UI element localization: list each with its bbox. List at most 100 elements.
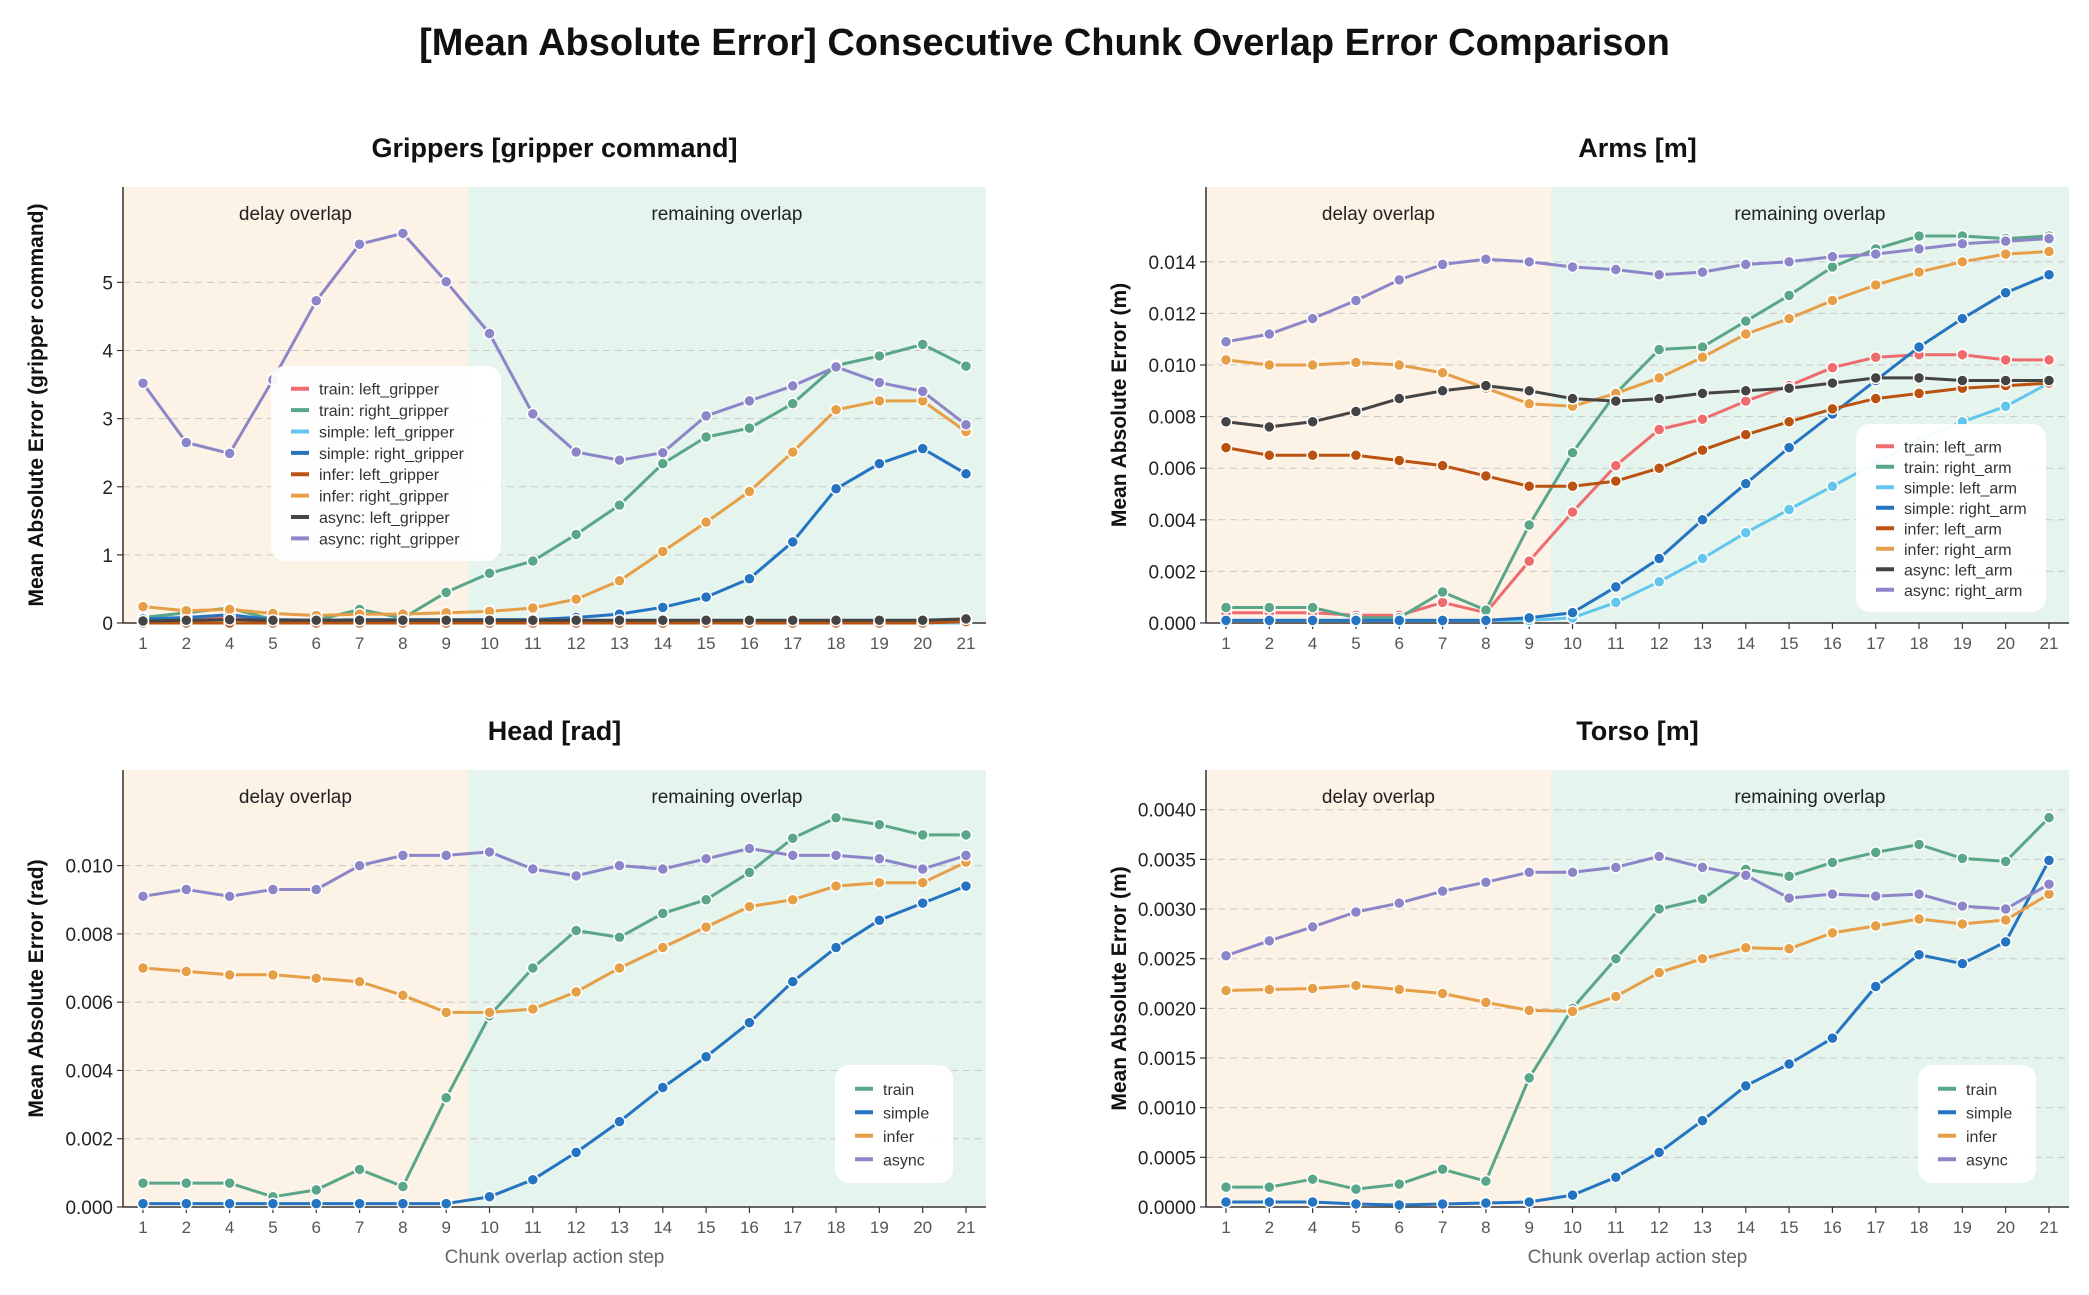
data-point (1956, 255, 1969, 269)
x-tick-label: 13 (1693, 634, 1712, 653)
data-point (1609, 861, 1623, 874)
data-point (1696, 1114, 1709, 1127)
data-point (699, 893, 713, 906)
data-point (1869, 846, 1882, 859)
x-tick-label: 7 (355, 634, 364, 653)
data-point (1219, 353, 1233, 367)
legend-entry: infer: right_arm (1904, 542, 2012, 559)
data-point (483, 845, 496, 859)
data-point (916, 614, 929, 627)
x-tick-label: 4 (1308, 1218, 1317, 1237)
chart-panel-4: delay overlap remaining overlap 0.0000 0.00… (1108, 716, 2069, 1268)
data-point (1869, 351, 1882, 364)
x-tick-label: 12 (1650, 634, 1669, 653)
x-tick-label: 11 (524, 1218, 542, 1237)
data-point (873, 913, 886, 927)
data-point (786, 535, 799, 549)
data-point (439, 586, 453, 599)
data-point (1826, 250, 1839, 263)
y-tick-label: 0.010 (1148, 356, 1196, 377)
legend-entry: infer: left_arm (1904, 521, 2002, 538)
x-tick-label: 5 (1351, 1218, 1360, 1237)
legend-entry: train (883, 1082, 914, 1099)
legend-entry: train: left_arm (1904, 439, 2002, 456)
data-point (1912, 912, 1926, 926)
data-point (1739, 258, 1753, 271)
data-point (873, 394, 886, 408)
data-point (699, 515, 713, 529)
data-point (1436, 384, 1449, 398)
data-point (1522, 1195, 1536, 1209)
data-point (180, 1197, 193, 1210)
data-point (699, 852, 713, 866)
data-point (1652, 552, 1666, 565)
data-point (1956, 852, 1969, 865)
data-point (266, 614, 280, 627)
data-point (613, 614, 626, 627)
data-point (1782, 942, 1796, 956)
data-point (1436, 614, 1449, 627)
y-tick-label: 0.002 (1148, 562, 1196, 583)
series-line (143, 884, 967, 1206)
data-point (1999, 935, 2012, 949)
data-point (1869, 980, 1882, 993)
data-point (1652, 371, 1666, 385)
data-point (873, 349, 886, 363)
x-tick-label: 11 (1607, 1218, 1625, 1237)
y-tick-label: 0.000 (1148, 614, 1196, 635)
x-tick-label: 14 (653, 634, 672, 653)
panel-title: Arms [m] (1578, 133, 1697, 163)
data-point (829, 811, 843, 825)
data-point (1349, 1197, 1363, 1211)
data-point (873, 376, 886, 389)
data-point (786, 445, 799, 459)
data-point (569, 924, 583, 937)
data-point (699, 920, 713, 934)
data-point (1696, 412, 1709, 426)
data-point (1263, 1195, 1276, 1209)
legend-entry: async (1966, 1152, 2008, 1169)
data-point (310, 883, 323, 896)
x-tick-label: 1 (1221, 634, 1230, 653)
y-tick-label: 0 (102, 614, 113, 635)
data-point (1696, 351, 1709, 364)
data-point (873, 818, 886, 831)
y-tick-label: 0.004 (65, 1061, 113, 1082)
data-point (1393, 983, 1406, 996)
legend-entry: async: left_arm (1904, 562, 2012, 579)
data-point (569, 869, 583, 883)
data-point (916, 896, 929, 910)
data-point (1522, 518, 1536, 532)
data-point (1479, 252, 1493, 266)
panel-title: Grippers [gripper command] (371, 133, 737, 163)
data-point (743, 421, 756, 435)
data-point (959, 849, 973, 862)
data-point (526, 1173, 540, 1186)
data-point (1263, 601, 1276, 614)
data-point (1436, 585, 1449, 599)
x-tick-label: 9 (1524, 1218, 1533, 1237)
y-tick-label: 0.004 (1148, 511, 1196, 532)
data-point (526, 862, 540, 876)
data-point (916, 442, 929, 455)
data-point (1739, 314, 1753, 328)
data-point (439, 1091, 453, 1104)
x-tick-label: 10 (1563, 634, 1582, 653)
data-point (1826, 480, 1839, 493)
data-point (483, 614, 496, 627)
x-tick-label: 6 (1395, 1218, 1404, 1237)
data-point (613, 574, 626, 588)
x-tick-label: 20 (1996, 1218, 2015, 1237)
x-tick-label: 13 (610, 1218, 629, 1237)
data-point (1782, 503, 1796, 516)
remaining-region-label: remaining overlap (651, 204, 802, 225)
data-point (483, 1190, 496, 1204)
data-point (1739, 327, 1753, 341)
x-tick-label: 8 (1481, 634, 1490, 653)
data-point (1436, 884, 1449, 898)
data-point (1652, 575, 1666, 588)
data-point (873, 614, 886, 627)
data-point (743, 1016, 756, 1029)
data-point (1826, 294, 1839, 307)
data-point (266, 883, 280, 896)
